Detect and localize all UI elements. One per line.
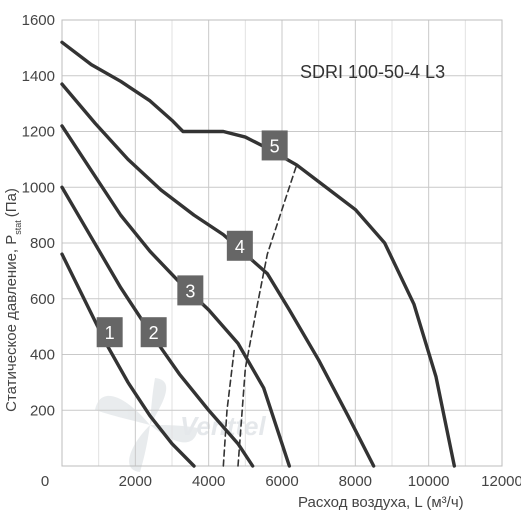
fan-curve-1	[60, 252, 196, 468]
x-tick-label: 8000	[339, 473, 372, 490]
x-axis-label: Расход воздуха, L (м³/ч)	[298, 494, 464, 511]
y-tick-label: 1000	[22, 179, 55, 196]
curve-label-text: 4	[235, 237, 245, 257]
chart-title: SDRI 100-50-4 L3	[300, 62, 445, 82]
curve-label-box	[226, 230, 253, 261]
x-tick-label: 10000	[408, 473, 450, 490]
curve-label-5: 5	[261, 130, 288, 161]
system-curve	[237, 164, 298, 467]
curve-label-3: 3	[177, 275, 204, 306]
x-tick-label: 4000	[192, 473, 225, 490]
curve-label-text: 1	[105, 323, 115, 343]
curve-label-box	[140, 317, 167, 348]
y-axis-label-unit: (Па)	[3, 188, 20, 217]
y-axis-label-main: Статическое давление, P	[3, 235, 20, 412]
y-axis-label-sub: stat	[13, 220, 23, 235]
curve-label-4: 4	[226, 230, 253, 261]
system-curve	[222, 348, 236, 467]
y-tick-label: 600	[30, 291, 55, 308]
curve-label-box	[96, 317, 123, 348]
y-tick-label: 400	[30, 347, 55, 364]
y-tick-label: 800	[30, 235, 55, 252]
curve-label-text: 5	[270, 136, 280, 156]
plot-frame	[61, 19, 503, 467]
curve-labels: 1 2 3 4 5	[96, 130, 288, 348]
x-tick-label: 12000	[481, 473, 521, 490]
fan-curve-2	[60, 185, 255, 468]
curve-label-box	[177, 275, 204, 306]
curve-label-1: 1	[96, 317, 123, 348]
x-tick-label: 2000	[119, 473, 152, 490]
svg-text:Статическое давление, Pstat(Па: Статическое давление, Pstat (Па)	[3, 188, 23, 412]
y-tick-label: 1600	[22, 12, 55, 29]
fan-curve-5	[60, 40, 457, 468]
curve-label-text: 2	[149, 323, 159, 343]
x-tick-label: 0	[41, 473, 49, 490]
curve-label-2: 2	[140, 317, 167, 348]
y-tick-label: 200	[30, 402, 55, 419]
y-axis-label: Статическое давление, Pstat (Па)	[3, 188, 23, 412]
y-tick-label: 1400	[22, 68, 55, 85]
y-tick-label: 1200	[22, 124, 55, 141]
curve-label-text: 3	[185, 281, 195, 301]
x-tick-label: 6000	[265, 473, 298, 490]
y-tick-labels: 200 400 600 800 1000 1200 1400 1600	[22, 12, 55, 419]
curve-label-box	[261, 130, 288, 161]
plot-border	[61, 19, 503, 467]
x-tick-labels: 0 2000 4000 6000 8000 10000 12000	[41, 473, 521, 490]
